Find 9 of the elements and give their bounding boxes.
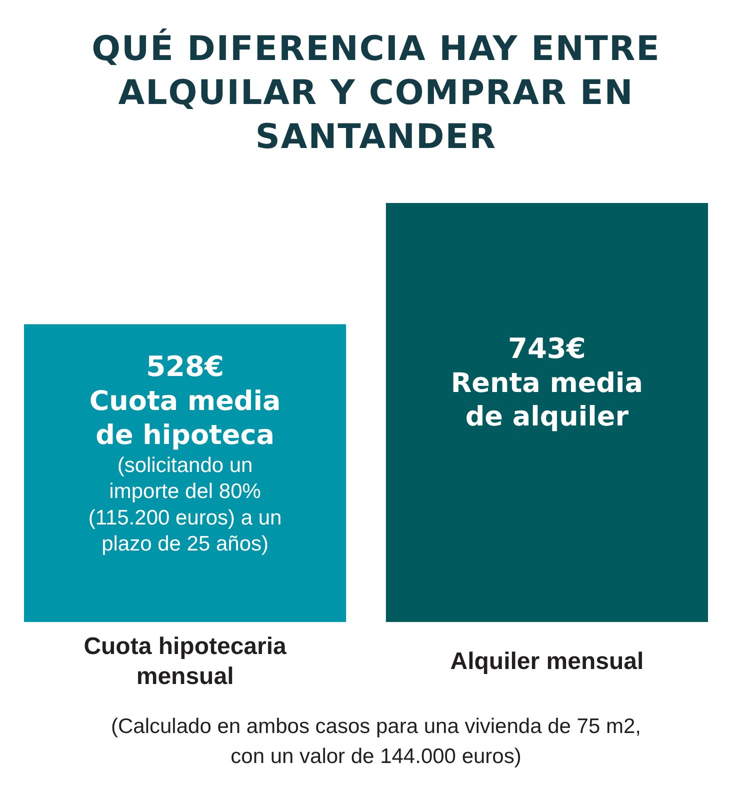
data-label: 528€ xyxy=(146,350,224,383)
data-label: 743€ xyxy=(508,332,586,365)
annotation: Renta media de alquiler xyxy=(450,368,644,433)
x-tick-label: Alquiler mensual xyxy=(450,648,644,675)
text: (Calculado en ambos casos para una vivienda de 75 m2, con un valor de 144.000 euros) xyxy=(111,715,641,768)
annotation: (solicitando un importe del 80% (115.200 euros) a un plazo de 25 años) xyxy=(88,454,282,556)
annotation: Cuota media de hipoteca xyxy=(89,386,281,451)
x-tick-label: Cuota hipotecaria mensual xyxy=(84,633,288,690)
chart-title: QUÉ DIFERENCIA HAY ENTRE ALQUILAR Y COMPRAR EN SANTANDER xyxy=(92,28,660,157)
